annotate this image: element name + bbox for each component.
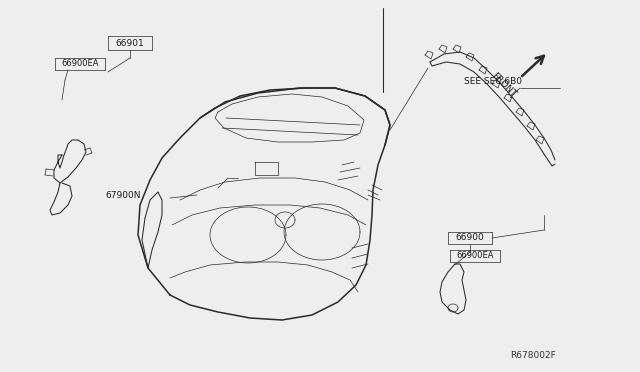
Text: R678002F: R678002F [510, 350, 556, 359]
Text: 67900N: 67900N [105, 190, 141, 199]
Text: FRONT: FRONT [490, 71, 518, 99]
Text: 66900EA: 66900EA [61, 60, 99, 68]
Text: 66900: 66900 [456, 234, 484, 243]
Text: 66900EA: 66900EA [456, 251, 493, 260]
Text: 66901: 66901 [116, 38, 145, 48]
Text: SEE SEC.6B0: SEE SEC.6B0 [464, 77, 522, 87]
